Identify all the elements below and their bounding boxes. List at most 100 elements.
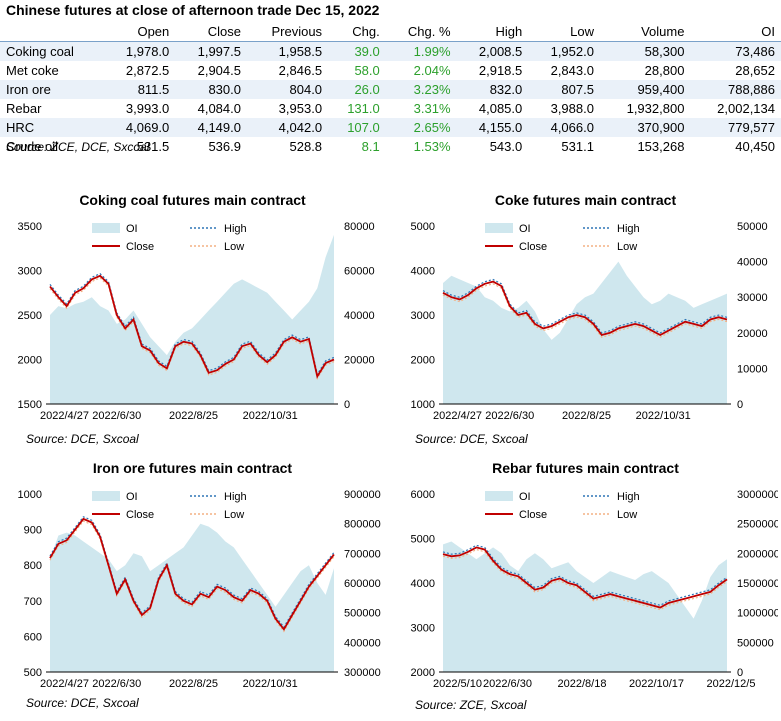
y-left-tick-label: 5000: [411, 534, 435, 546]
close-series-line: [49, 517, 335, 631]
legend-label: OI: [126, 491, 138, 503]
table-row: Iron ore 811.5 830.0 804.0 26.0 3.23% 832.0 807…: [0, 80, 781, 99]
table-cell: 804.0: [289, 82, 323, 97]
column-header: Open: [103, 22, 176, 42]
legend-oi-swatch: [92, 491, 120, 501]
low-series-line: [49, 520, 335, 633]
legend-label: Low: [617, 241, 637, 253]
table-cell: 788,886: [728, 82, 775, 97]
table-row: Rebar 3,993.0 4,084.0 3,953.0 131.0 3.31% 4,08…: [0, 99, 781, 118]
table-row: Met coke 2,872.5 2,904.5 2,846.5 58.0 2.04% 2,…: [0, 61, 781, 80]
table-cell: 779,577: [728, 120, 775, 135]
chart-svg: 500 600 700 800 900 1000 300000 400000 500000 600…: [18, 489, 381, 690]
table-cell: 2,843.0: [550, 63, 594, 78]
x-tick-label: 2022/4/27: [40, 678, 89, 690]
y-left-tick-label: 4000: [411, 266, 435, 278]
y-left-tick-label: 2000: [18, 355, 42, 367]
x-tick-label: 2022/10/31: [243, 678, 298, 690]
table-cell: 2,872.5: [125, 63, 170, 78]
y-right-tick-label: 10000: [737, 363, 768, 375]
commodity-name: Crude oil: [6, 139, 59, 154]
y-right-tick-label: 500000: [344, 608, 381, 620]
oi-area: [443, 261, 727, 404]
table-cell: 2,846.5: [278, 63, 323, 78]
table-cell: 58.0: [354, 63, 380, 78]
table-cell: 3,953.0: [278, 101, 323, 116]
legend-oi-swatch: [485, 491, 513, 501]
table-cell: 2,002,134: [717, 101, 775, 116]
y-right-tick-label: 3000000: [737, 489, 778, 501]
table-cell: 536.9: [208, 139, 241, 154]
y-right-tick-label: 800000: [344, 519, 381, 531]
table-cell: 3,988.0: [550, 101, 594, 116]
table-cell: 1,932,800: [626, 101, 685, 116]
commodity-name: Met coke: [6, 63, 59, 78]
y-left-tick-label: 3000: [411, 310, 435, 322]
x-tick-label: 2022/8/25: [562, 410, 611, 422]
table-row: Crude oil 531.5 536.9 528.8 8.1 1.53% 543.0 531…: [0, 137, 781, 156]
table-cell: 3.23%: [413, 82, 451, 97]
table-cell: 543.0: [489, 139, 523, 154]
high-series-line: [49, 272, 335, 376]
table-cell: 1,958.5: [278, 44, 323, 59]
y-left-tick-label: 500: [24, 667, 42, 679]
chart-svg: 1500 2000 2500 3000 3500 0 20000 40000 60000 8000…: [18, 221, 375, 422]
table-cell: 832.0: [489, 82, 523, 97]
futures-table: Open Close Previous Chg. Chg. % High Low Volume…: [0, 22, 781, 156]
chart-rebar: Rebar futures main contract 2000 3000 4000…: [393, 460, 778, 720]
close-series-line: [442, 546, 728, 609]
y-left-tick-label: 2000: [411, 355, 435, 367]
table-cell: 531.5: [136, 139, 170, 154]
y-right-tick-label: 80000: [344, 221, 375, 233]
high-series-line: [49, 516, 335, 629]
chart-title: Iron ore futures main contract: [92, 460, 293, 476]
table-cell: 28,800: [644, 63, 685, 78]
high-series-line: [442, 544, 728, 606]
low-series-line: [442, 548, 728, 611]
y-right-tick-label: 40000: [344, 310, 375, 322]
commodity-name: Iron ore: [6, 82, 51, 97]
table-cell: 4,042.0: [278, 120, 323, 135]
table-cell: 4,084.0: [197, 101, 241, 116]
y-left-tick-label: 600: [24, 631, 42, 643]
x-tick-label: 2022/5/10: [433, 678, 482, 690]
y-left-tick-label: 4000: [411, 578, 435, 590]
high-series-line: [442, 278, 728, 334]
legend-label: Low: [224, 509, 244, 521]
chart-source: Source: DCE, Sxcoal: [26, 432, 139, 446]
table-cell: 1,978.0: [125, 44, 170, 59]
table-row: Coking coal 1,978.0 1,997.5 1,958.5 39.0 1.99…: [0, 41, 781, 61]
y-right-tick-label: 2500000: [737, 519, 778, 531]
oi-area: [50, 523, 334, 672]
column-header: Close: [175, 22, 247, 42]
table-cell: 4,155.0: [478, 120, 523, 135]
close-series-line: [442, 280, 728, 337]
y-right-tick-label: 0: [737, 399, 743, 411]
column-header: Volume: [599, 22, 691, 42]
table-body: Coking coal 1,978.0 1,997.5 1,958.5 39.0 1.99…: [0, 41, 781, 157]
y-left-tick-label: 3000: [411, 623, 435, 635]
table-cell: 531.1: [561, 139, 594, 154]
table-cell: 1,997.5: [197, 44, 241, 59]
y-left-tick-label: 2000: [411, 667, 435, 679]
x-tick-label: 2022/4/27: [40, 410, 89, 422]
x-tick-label: 2022/8/25: [169, 678, 218, 690]
chart-iron-ore: Iron ore futures main contract 500 600 700…: [0, 460, 385, 720]
chart-svg: 2000 3000 4000 5000 6000 0 500000 1000000 150000…: [411, 489, 778, 690]
y-right-tick-label: 900000: [344, 489, 381, 501]
legend-label: Close: [519, 509, 547, 521]
commodity-name: Coking coal: [6, 44, 74, 59]
table-cell: 2,918.5: [478, 63, 523, 78]
y-right-tick-label: 300000: [344, 667, 381, 679]
legend-label: High: [617, 491, 640, 503]
x-tick-label: 2022/10/31: [243, 410, 298, 422]
x-tick-label: 2022/6/30: [483, 678, 532, 690]
chart-svg: 1000200030004000500001000020000300004000…: [411, 221, 768, 422]
x-tick-label: 2022/6/30: [485, 410, 534, 422]
y-right-tick-label: 700000: [344, 548, 381, 560]
x-tick-label: 2022/10/17: [629, 678, 684, 690]
y-right-tick-label: 0: [737, 667, 743, 679]
legend-label: High: [224, 223, 247, 235]
table-cell: 26.0: [354, 82, 380, 97]
column-header: Chg.: [328, 22, 386, 42]
